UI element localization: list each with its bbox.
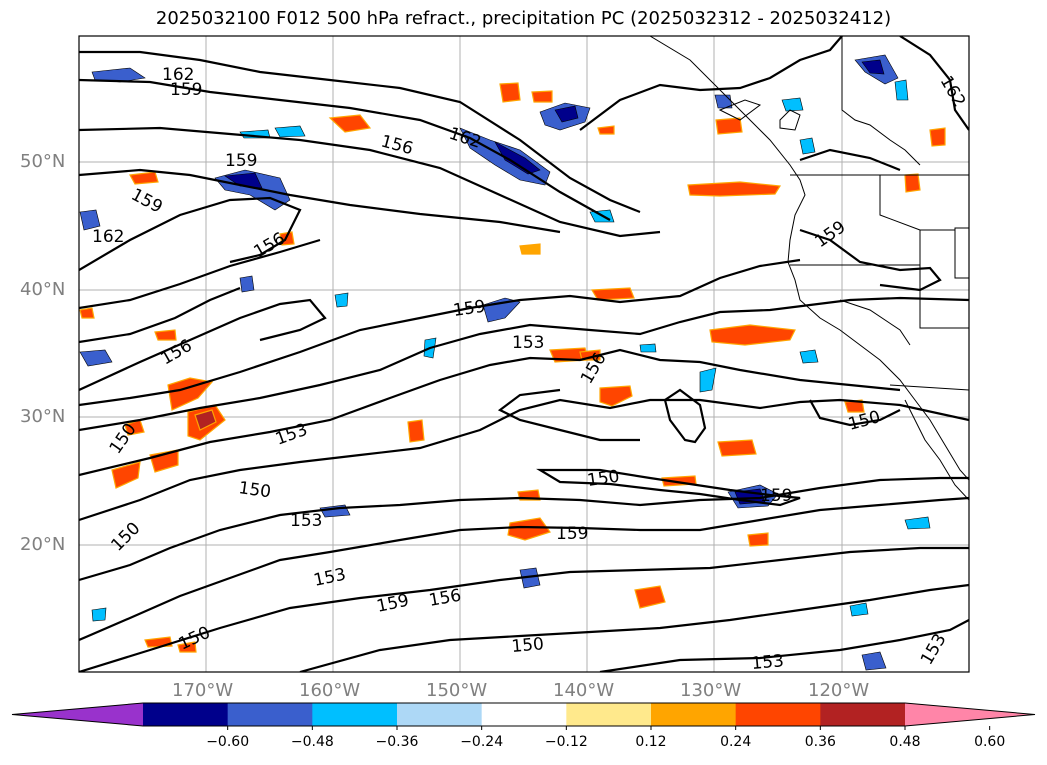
- lat-label: 30°N: [20, 406, 66, 427]
- contour-label: 159: [452, 297, 487, 321]
- lat-label: 40°N: [20, 279, 66, 300]
- map-title: 2025032100 F012 500 hPa refract., precip…: [155, 8, 892, 29]
- refractivity-contours: [79, 36, 969, 672]
- lon-label: 120°W: [808, 680, 870, 701]
- colorbar-tick-label: 0.12: [635, 734, 666, 750]
- colorbar: −0.60 −0.48 −0.36 −0.24 −0.12 0.12 0.24 0.36 0.4…: [11, 702, 1036, 750]
- colorbar-tick-label: 0.60: [974, 734, 1005, 750]
- colorbar-tick-label: 0.36: [805, 734, 836, 750]
- colorbar-tick-label: −0.60: [206, 734, 249, 750]
- contour-label: 150: [586, 467, 621, 491]
- lon-label: 150°W: [426, 680, 488, 701]
- colorbar-tick-label: −0.12: [545, 734, 588, 750]
- colorbar-segment: [143, 703, 229, 726]
- colorbar-segment: [227, 703, 313, 726]
- colorbar-extend-high: [905, 703, 1035, 726]
- lon-label: 130°W: [680, 680, 742, 701]
- colorbar-tick-label: −0.36: [376, 734, 419, 750]
- colorbar-segment: [481, 703, 567, 726]
- positive-precip-areas: [79, 82, 946, 653]
- colorbar-extend-low: [12, 703, 143, 726]
- contour-label: 159: [170, 80, 202, 100]
- colorbar-segment: [566, 703, 652, 726]
- contour-label: 153: [751, 651, 785, 674]
- lon-label: 140°W: [553, 680, 615, 701]
- colorbar-segment: [397, 703, 483, 726]
- contour-label: 162: [92, 227, 124, 247]
- contour-label: 150: [237, 478, 272, 502]
- coastlines: [649, 36, 969, 501]
- contour-label: 159: [225, 151, 257, 171]
- colorbar-tick-label: −0.48: [291, 734, 334, 750]
- contour-label: 159: [556, 524, 588, 544]
- colorbar-segment: [735, 703, 821, 726]
- plot-frame: [78, 35, 970, 673]
- lon-label: 160°W: [299, 680, 361, 701]
- colorbar-segment: [820, 703, 906, 726]
- lat-label: 50°N: [20, 151, 66, 172]
- colorbar-tick-label: 0.24: [720, 734, 751, 750]
- lon-label: 170°W: [172, 680, 234, 701]
- contour-label: 150: [511, 634, 545, 657]
- colorbar-tick-label: −0.24: [460, 734, 503, 750]
- contour-label: 153: [512, 333, 544, 353]
- contour-label: 159: [760, 486, 792, 506]
- lat-label: 20°N: [20, 534, 66, 555]
- colorbar-segment: [312, 703, 398, 726]
- colorbar-tick-label: 0.48: [889, 734, 920, 750]
- colorbar-outline: [11, 702, 1036, 727]
- contour-label: 153: [290, 511, 322, 531]
- colorbar-segment: [651, 703, 737, 726]
- contour-label: 162: [162, 65, 194, 85]
